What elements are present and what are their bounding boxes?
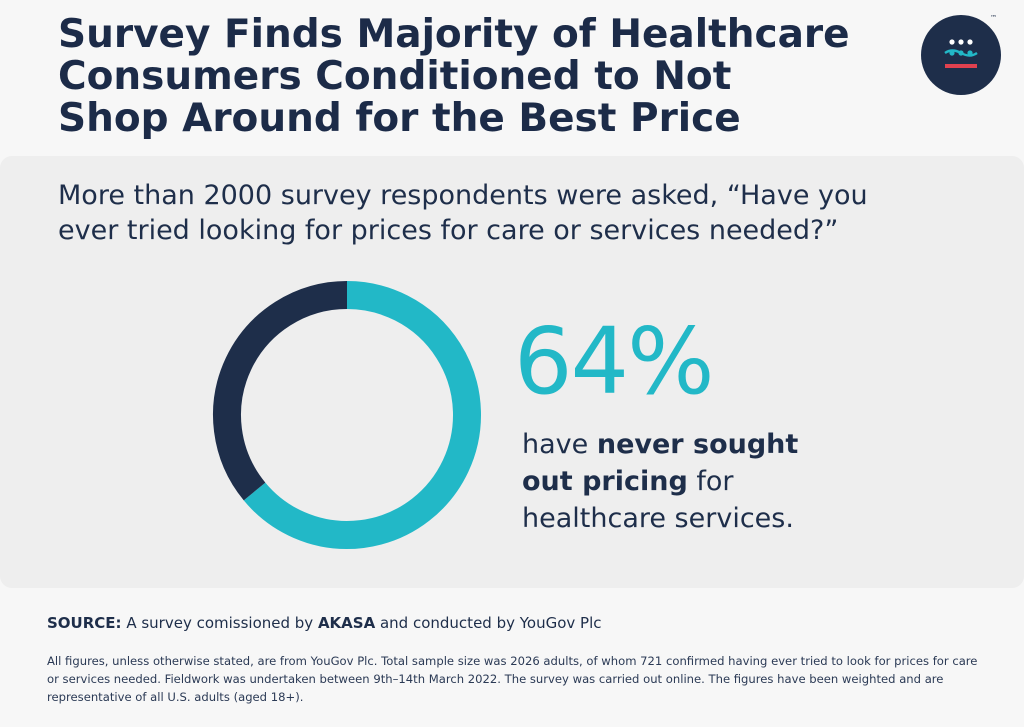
content-panel	[0, 156, 1024, 588]
donut-chart	[213, 281, 481, 549]
title-line-3: Shop Around for the Best Price	[58, 96, 741, 141]
source-text-b: and conducted by YouGov Plc	[375, 614, 602, 632]
desc-pre: have	[522, 429, 597, 460]
source-brand: AKASA	[317, 614, 376, 632]
survey-question: More than 2000 survey respondents were a…	[58, 178, 978, 248]
methodology-note: All figures, unless otherwise stated, ar…	[47, 654, 978, 704]
source-text-a: A survey comissioned by	[121, 614, 318, 632]
question-line-1: More than 2000 survey respondents were a…	[58, 180, 868, 211]
trademark-symbol: ™	[990, 14, 997, 22]
desc-post: for healthcare services.	[522, 466, 794, 534]
page-title: Survey Finds Majority of Healthcare Cons…	[58, 14, 918, 140]
question-line-2: ever tried looking for prices for care o…	[58, 215, 839, 246]
donut-slice-2	[213, 281, 348, 501]
title-line-1: Survey Finds Majority of Healthcare	[58, 12, 850, 57]
source-label: SOURCE:	[47, 614, 122, 632]
title-line-2: Consumers Conditioned to Not	[58, 54, 732, 99]
akasa-logo-icon	[921, 15, 1001, 95]
akasa-logo-graphic	[944, 39, 978, 68]
donut-slice-1	[243, 281, 481, 549]
source-line: SOURCE: A survey comissioned by AKASA an…	[47, 614, 987, 632]
desc-bold: never sought out pricing	[522, 429, 799, 497]
percent-figure: 64%	[514, 308, 714, 415]
stat-description: have never sought out pricing for health…	[522, 426, 842, 537]
